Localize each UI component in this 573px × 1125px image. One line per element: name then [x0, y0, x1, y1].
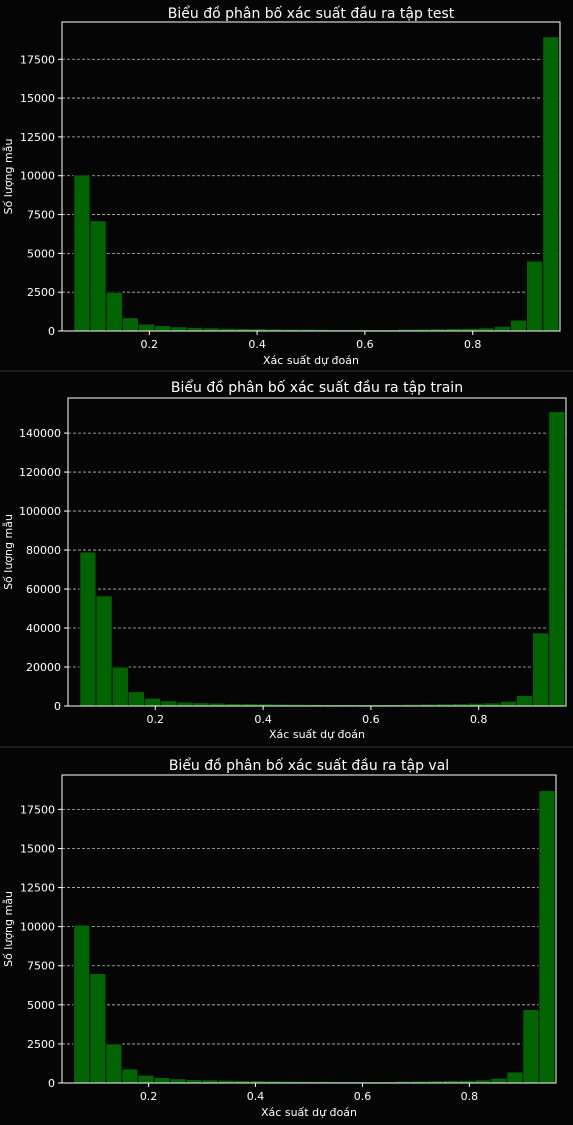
histogram-bar	[138, 323, 156, 332]
y-tick-label: 5000	[27, 247, 55, 260]
y-tick-label: 20000	[26, 661, 61, 674]
histogram-bar	[137, 1074, 155, 1084]
chart-title: Biểu đồ phân bố xác suất đầu ra tập val	[169, 757, 449, 774]
y-tick-label: 2500	[27, 286, 55, 299]
histogram-bar	[548, 411, 566, 707]
x-axis-label: Xác suất dự đoán	[269, 728, 365, 741]
y-tick-label: 60000	[26, 583, 61, 596]
histogram-bar	[532, 632, 550, 707]
y-tick-label: 10000	[20, 921, 55, 934]
chart-title: Biểu đồ phân bố xác suất đầu ra tập test	[168, 5, 455, 22]
y-tick-label: 17500	[20, 803, 55, 816]
x-tick-label: 0.2	[147, 713, 165, 726]
y-tick-label: 0	[54, 700, 61, 713]
y-tick-label: 0	[48, 325, 55, 338]
histogram-bar	[154, 325, 172, 332]
histogram-svg: 0 20000 40000 60000 80000 100000 120000 140000 0…	[2, 379, 567, 741]
histogram-bar	[510, 319, 527, 332]
histogram-bar	[105, 1043, 123, 1084]
histogram-svg: 0 2500 5000 7500 10000 12500 15000 17500 0.2 0.4 0…	[2, 757, 557, 1119]
y-tick-label: 5000	[27, 999, 55, 1012]
chart-title: Biểu đồ phân bố xác suất đầu ra tập trai…	[171, 379, 463, 396]
histogram-bar	[185, 1079, 203, 1084]
histogram-bar	[144, 697, 162, 707]
histogram-bar	[538, 790, 556, 1084]
histogram-bar	[522, 1009, 540, 1084]
y-tick-label: 140000	[19, 427, 61, 440]
histogram-bar	[516, 695, 533, 707]
histogram-bar	[176, 701, 194, 707]
histogram-bar	[105, 291, 123, 332]
x-tick-label: 0.2	[140, 1090, 158, 1103]
x-tick-label: 0.8	[470, 713, 488, 726]
histogram-bar	[89, 973, 107, 1084]
y-tick-label: 12500	[20, 882, 55, 895]
y-tick-label: 12500	[20, 131, 55, 144]
x-axis-label: Xác suất dự đoán	[261, 1106, 357, 1119]
histogram-bar	[542, 36, 560, 332]
histogram-bar	[186, 327, 204, 332]
x-axis-label: Xác suất dự đoán	[263, 354, 359, 367]
chart-panel-train: 0 20000 40000 60000 80000 100000 120000 140000 0…	[0, 372, 573, 748]
y-tick-label: 15000	[20, 842, 55, 855]
x-tick-label: 0.8	[464, 338, 482, 351]
x-tick-label: 0.8	[461, 1090, 479, 1103]
y-axis-label: Số lượng mẫu	[2, 139, 15, 215]
plot-frame	[61, 774, 557, 1084]
histogram-bar	[79, 551, 97, 707]
y-tick-label: 7500	[27, 209, 55, 222]
histogram-bar	[526, 260, 544, 332]
x-tick-label: 0.6	[362, 713, 380, 726]
y-axis-label: Số lượng mẫu	[2, 891, 15, 967]
histogram-bar	[490, 1077, 508, 1084]
histogram-bar	[111, 666, 129, 707]
y-tick-label: 100000	[19, 505, 61, 518]
histogram-bar	[493, 325, 511, 332]
y-tick-label: 2500	[27, 1038, 55, 1051]
x-tick-label: 0.6	[354, 1090, 372, 1103]
y-tick-label: 10000	[20, 170, 55, 183]
panel-divider	[0, 370, 573, 372]
histogram-bar	[169, 1078, 187, 1084]
y-tick-label: 15000	[20, 92, 55, 105]
plot-frame	[67, 397, 567, 707]
y-axis-label: Số lượng mẫu	[2, 514, 15, 590]
histogram-bar	[170, 326, 188, 332]
panel-divider	[0, 746, 573, 748]
histogram-bar	[506, 1071, 524, 1084]
chart-panel-test: 0 2500 5000 7500 10000 12500 15000 17500 0.2 0.4 0…	[0, 0, 573, 372]
x-tick-label: 0.6	[356, 338, 374, 351]
plot-frame	[61, 21, 561, 332]
histogram-bar	[499, 700, 517, 707]
y-tick-label: 0	[48, 1077, 55, 1090]
histogram-bar	[160, 700, 178, 707]
histogram-bar	[121, 1068, 139, 1084]
x-tick-label: 0.2	[141, 338, 159, 351]
chart-panel-val: 0 2500 5000 7500 10000 12500 15000 17500 0.2 0.4 0…	[0, 748, 573, 1125]
histogram-bar	[89, 220, 107, 332]
histogram-bar	[121, 317, 139, 332]
histogram-bar	[95, 595, 113, 707]
histogram-svg: 0 2500 5000 7500 10000 12500 15000 17500 0.2 0.4 0…	[2, 5, 561, 367]
histogram-bar	[73, 174, 91, 332]
histogram-bar	[127, 691, 145, 707]
histogram-bar	[153, 1077, 171, 1084]
y-tick-label: 17500	[20, 53, 55, 66]
x-tick-label: 0.4	[254, 713, 272, 726]
histogram-bar	[73, 924, 91, 1084]
x-tick-label: 0.4	[247, 1090, 265, 1103]
y-tick-label: 7500	[27, 960, 55, 973]
y-tick-label: 80000	[26, 544, 61, 557]
y-tick-label: 120000	[19, 466, 61, 479]
y-tick-label: 40000	[26, 622, 61, 635]
x-tick-label: 0.4	[248, 338, 266, 351]
